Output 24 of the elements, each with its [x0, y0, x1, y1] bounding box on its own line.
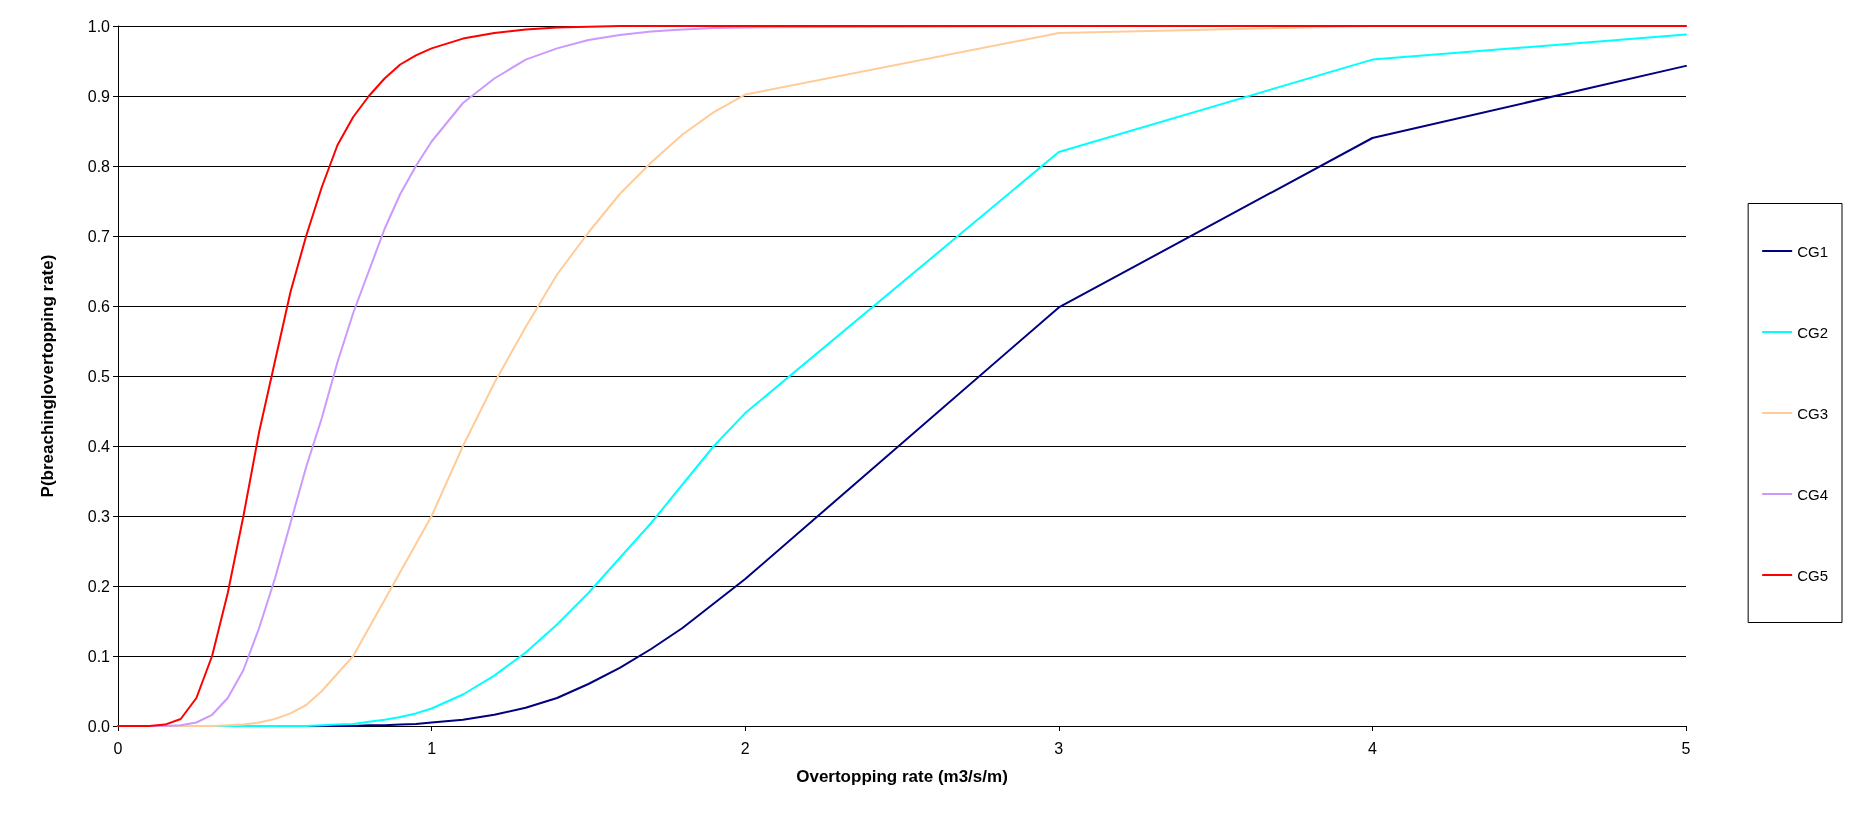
x-tick-label: 4: [1367, 739, 1377, 757]
y-tick-label: 0.4: [87, 437, 111, 455]
y-axis-title: P(breaching|overtopping rate): [38, 254, 57, 498]
y-tick-label: 0.6: [87, 297, 111, 315]
y-tick-label: 0.7: [87, 227, 111, 245]
y-tick-label: 0.8: [87, 157, 111, 175]
x-tick-label: 1: [427, 739, 437, 757]
x-tick-label: 3: [1054, 739, 1064, 757]
legend-label: CG5: [1797, 566, 1828, 584]
legend-label: CG2: [1797, 323, 1828, 341]
y-tick-label: 0.1: [87, 647, 111, 665]
legend-label: CG1: [1797, 242, 1828, 260]
x-tick-label: 0: [113, 739, 123, 757]
y-tick-label: 0.9: [87, 87, 111, 105]
y-tick-label: 1.0: [87, 17, 111, 35]
y-tick-label: 0.3: [87, 507, 111, 525]
y-tick-label: 0.0: [87, 717, 111, 735]
y-tick-label: 0.2: [87, 577, 111, 595]
legend-label: CG3: [1797, 404, 1828, 422]
legend-label: CG4: [1797, 485, 1828, 503]
x-tick-label: 2: [740, 739, 750, 757]
y-tick-label: 0.5: [87, 367, 111, 385]
x-axis-title: Overtopping rate (m3/s/m): [796, 767, 1008, 786]
x-tick-label: 5: [1681, 739, 1691, 757]
